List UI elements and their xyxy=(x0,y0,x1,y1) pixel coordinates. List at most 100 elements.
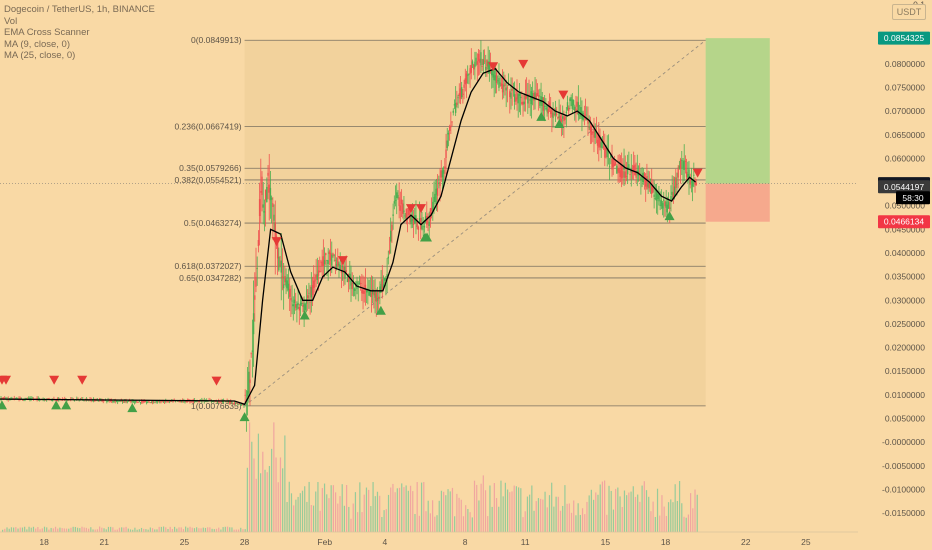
volume-bar xyxy=(551,482,553,532)
candle-body xyxy=(480,52,482,66)
candle-body xyxy=(346,279,349,283)
volume-bar xyxy=(103,528,105,532)
candle-body xyxy=(426,215,428,225)
candle-body xyxy=(629,174,631,176)
candle-body xyxy=(281,276,284,279)
candle-body xyxy=(424,216,427,221)
candle-body xyxy=(682,161,684,169)
candle-body xyxy=(343,265,345,273)
price-tick-label: 0.0650000 xyxy=(885,130,925,140)
candle-body xyxy=(515,97,517,102)
volume-bar xyxy=(392,483,394,532)
volume-bar xyxy=(385,509,387,532)
buy-signal-marker xyxy=(299,310,310,320)
candle-body xyxy=(448,126,451,131)
candle-body xyxy=(11,397,13,399)
candle-body xyxy=(232,403,234,404)
volume-bar xyxy=(491,506,493,532)
candle-body xyxy=(73,400,76,402)
indicator-ma-25[interactable]: MA (25, close, 0) xyxy=(4,50,76,62)
candle-body xyxy=(648,182,651,189)
candle-body xyxy=(177,400,179,402)
candle-body xyxy=(387,256,390,259)
candle-body xyxy=(282,284,285,289)
candle-body xyxy=(651,185,653,195)
candle-body xyxy=(160,401,162,403)
candle-body xyxy=(608,166,611,168)
volume-bar xyxy=(264,469,266,532)
candle-body xyxy=(599,135,601,147)
candle-body xyxy=(320,261,322,263)
volume-bar xyxy=(226,526,229,532)
candle-body xyxy=(115,400,118,402)
candle-body xyxy=(624,171,626,178)
candle-body xyxy=(687,174,689,178)
symbol-title[interactable]: Dogecoin / TetherUS, 1h, BINANCE xyxy=(4,4,155,15)
volume-bar xyxy=(317,482,319,532)
volume-bar xyxy=(169,526,171,532)
candle-body xyxy=(228,402,231,404)
volume-bar xyxy=(471,517,473,532)
candle-body xyxy=(317,270,320,276)
candle-body xyxy=(266,186,268,203)
candle-body xyxy=(460,87,463,98)
candle-body xyxy=(337,257,339,267)
volume-bar xyxy=(114,529,116,532)
volume-bar xyxy=(690,493,692,532)
volume-bar xyxy=(447,489,449,532)
candle-body xyxy=(604,148,606,158)
candle-body xyxy=(52,399,54,401)
candle-body xyxy=(494,75,497,81)
candle-body xyxy=(163,400,166,403)
candle-body xyxy=(2,397,5,399)
candle-body xyxy=(350,280,352,286)
candle-body xyxy=(535,93,537,99)
volume-bar xyxy=(189,526,191,532)
volume-bar xyxy=(112,527,114,532)
candle-body xyxy=(379,286,381,294)
volume-bar xyxy=(348,506,350,532)
volume-bar xyxy=(211,528,213,532)
indicator-vol[interactable]: Vol xyxy=(4,15,18,27)
price-label-stop xyxy=(878,215,930,229)
candle-body xyxy=(231,402,233,403)
candle-body xyxy=(272,203,274,207)
fib-level-label: 0(0.0849913) xyxy=(191,35,242,45)
volume-bar xyxy=(251,441,253,532)
volume-bar xyxy=(376,491,379,532)
candle-body xyxy=(465,73,468,84)
volume-bar xyxy=(198,528,200,532)
price-tick-label: 0.0500000 xyxy=(885,201,925,211)
volume-bar xyxy=(8,528,10,532)
indicator-ma-9[interactable]: MA (9, close, 0) xyxy=(4,38,70,50)
volume-bar xyxy=(19,527,21,532)
volume-bar xyxy=(687,514,690,532)
currency-button[interactable]: USDT xyxy=(892,4,926,20)
volume-bar xyxy=(88,528,90,532)
time-tick-label: Feb xyxy=(317,537,332,547)
candle-body xyxy=(510,92,512,99)
candle-body xyxy=(353,288,356,291)
candle-body xyxy=(76,398,78,400)
candle-body xyxy=(429,208,432,221)
candle-body xyxy=(441,170,444,178)
candle-body xyxy=(594,129,596,138)
candle-body xyxy=(238,403,240,405)
volume-bar xyxy=(628,492,630,532)
volume-bar xyxy=(240,527,242,532)
candle-body xyxy=(382,284,385,288)
indicator-ema-cross[interactable]: EMA Cross Scanner xyxy=(4,27,90,39)
volume-bar xyxy=(566,503,568,532)
sell-signal-marker xyxy=(415,204,426,214)
candle-body xyxy=(179,400,181,403)
candle-body xyxy=(677,167,679,178)
volume-bar xyxy=(277,482,279,532)
volume-bar xyxy=(374,496,376,532)
candle-body xyxy=(328,251,331,255)
price-label-target xyxy=(878,31,930,45)
candle-body xyxy=(291,300,293,302)
volume-bar xyxy=(359,482,361,532)
candle-body xyxy=(555,113,558,116)
candle-body xyxy=(388,249,391,254)
